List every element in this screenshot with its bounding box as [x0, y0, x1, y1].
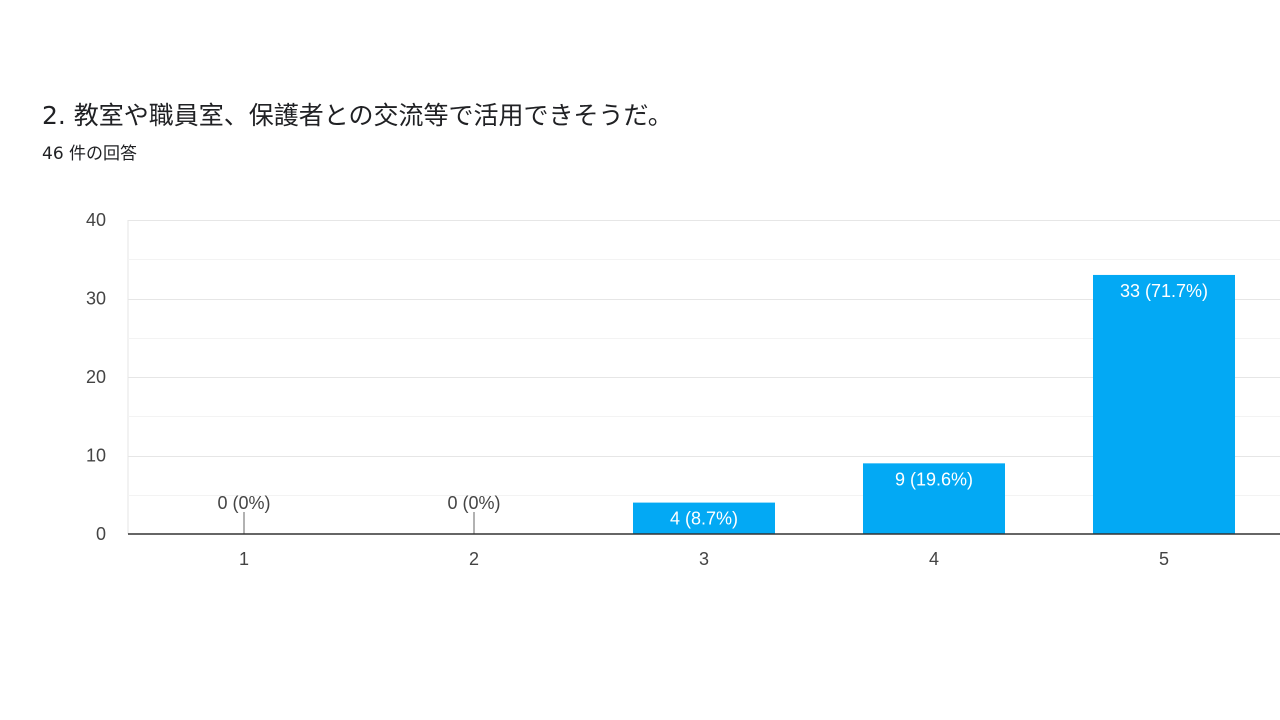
x-tick-label: 5 [1159, 549, 1169, 569]
labels: 0 10 20 30 40 0 (0%) 1 0 (0%) 2 4 (8.7%) 3 9 (19.6%… [86, 210, 1208, 569]
question-title: 2. 教室や職員室、保護者との交流等で活用できそうだ。 [42, 101, 673, 130]
data-label-4: 9 (19.6%) [895, 469, 973, 489]
bars [243, 274, 1235, 534]
bar-3 [633, 502, 775, 534]
x-tick-label: 3 [699, 549, 709, 569]
y-tick-label: 0 [96, 524, 106, 544]
data-label-5: 33 (71.7%) [1120, 281, 1208, 301]
y-tick-label: 30 [86, 289, 106, 309]
data-label-2: 0 (0%) [447, 493, 500, 513]
data-label-3: 4 (8.7%) [670, 509, 738, 529]
data-label-1: 0 (0%) [217, 493, 270, 513]
y-tick-label: 40 [86, 210, 106, 230]
bar-5 [1093, 274, 1235, 534]
x-tick-label: 4 [929, 549, 939, 569]
y-tick-label: 10 [86, 446, 106, 466]
response-count: 46 件の回答 [42, 144, 138, 164]
grid-lines [127, 220, 1280, 534]
x-tick-label: 2 [469, 549, 479, 569]
bar-4 [863, 463, 1005, 534]
x-tick-label: 1 [239, 549, 249, 569]
y-tick-label: 20 [86, 367, 106, 387]
